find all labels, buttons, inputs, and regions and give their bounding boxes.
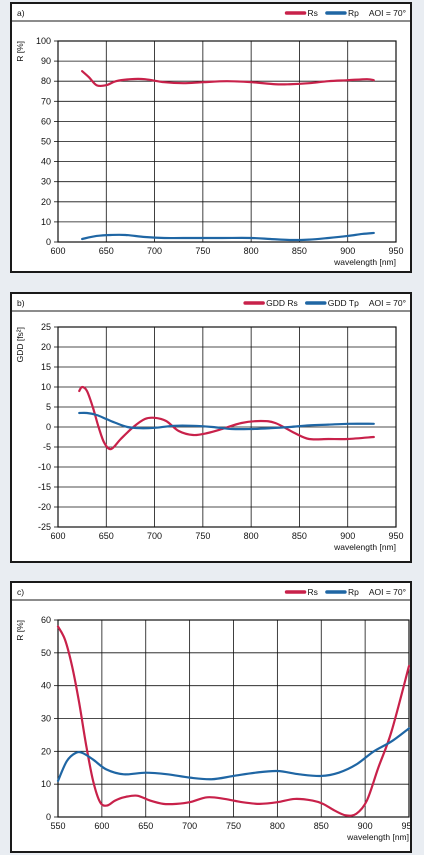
x-tick-label: 900 (340, 246, 355, 256)
y-tick-label: -20 (38, 502, 51, 512)
y-axis-label: GDD [fs²] (15, 327, 25, 362)
series-line-gdd-rs (78, 385, 375, 451)
x-tick-label: 750 (226, 821, 241, 831)
x-tick-label: 950 (401, 821, 410, 831)
y-axis-label: R [%] (15, 620, 25, 641)
x-tick-label: 650 (138, 821, 153, 831)
y-axis-label: R [%] (15, 41, 25, 62)
legend-label: GDD Rs (266, 298, 298, 308)
y-tick-label: 40 (41, 681, 51, 691)
y-tick-label: 60 (41, 116, 51, 126)
aoi-label: AOI = 70° (369, 298, 406, 308)
x-tick-label: 900 (340, 531, 355, 541)
x-tick-label: 950 (388, 246, 403, 256)
series-line-rp (56, 727, 410, 782)
chart-b-svg: b) AOI = 70° GDD Tp GDD Rs GDD [fs²] -25 -20 -1… (12, 298, 410, 552)
y-tick-label: 20 (41, 197, 51, 207)
x-tick-label: 700 (147, 531, 162, 541)
x-axis-label: wavelength [nm] (333, 542, 396, 552)
y-tick-label: 10 (41, 382, 51, 392)
y-tick-label: 20 (41, 342, 51, 352)
x-axis-label: wavelength [nm] (333, 257, 396, 267)
y-tick-label: -25 (38, 522, 51, 532)
x-tick-label: 650 (99, 246, 114, 256)
legend-label: Rp (348, 587, 359, 597)
panel-label: c) (17, 587, 24, 597)
y-tick-label: 80 (41, 76, 51, 86)
y-tick-label: -15 (38, 482, 51, 492)
x-tick-label: 750 (195, 246, 210, 256)
y-tick-label: 15 (41, 362, 51, 372)
legend-label: Rs (308, 8, 318, 18)
series-line-rs (81, 70, 375, 88)
y-tick-label: 25 (41, 322, 51, 332)
x-tick-label: 800 (244, 531, 259, 541)
x-tick-label: 600 (94, 821, 109, 831)
x-tick-label: 700 (147, 246, 162, 256)
plot-frame (57, 619, 410, 818)
y-tick-label: 5 (46, 402, 51, 412)
y-tick-label: 30 (41, 177, 51, 187)
y-tick-label: 0 (46, 422, 51, 432)
x-tick-label: 550 (50, 821, 65, 831)
series-line-rs (56, 625, 410, 817)
chart-panel-a: a) AOI = 70° Rp Rs R [%] 0 10 20 30 40 50 60 70 80 90 1… (10, 2, 412, 273)
panel-label: a) (17, 8, 25, 18)
y-tick-label: 40 (41, 157, 51, 167)
legend-label: Rs (308, 587, 318, 597)
y-tick-label: 10 (41, 779, 51, 789)
y-tick-label: 90 (41, 56, 51, 66)
x-tick-label: 600 (50, 246, 65, 256)
x-tick-label: 800 (270, 821, 285, 831)
chart-c-svg: c) AOI = 70° Rp Rs R [%] 0 10 20 30 40 50 60 550 600 6… (12, 587, 410, 842)
y-tick-label: 30 (41, 714, 51, 724)
x-tick-label: 700 (182, 821, 197, 831)
x-tick-label: 850 (292, 246, 307, 256)
x-axis-label: wavelength [nm] (346, 832, 409, 842)
y-tick-label: 0 (46, 812, 51, 822)
x-tick-label: 650 (99, 531, 114, 541)
y-tick-label: 20 (41, 746, 51, 756)
x-tick-label: 900 (358, 821, 373, 831)
panel-label: b) (17, 298, 25, 308)
x-tick-label: 800 (244, 246, 259, 256)
y-tick-label: 50 (41, 137, 51, 147)
chart-a-svg: a) AOI = 70° Rp Rs R [%] 0 10 20 30 40 50 60 70 80 90 1… (12, 8, 410, 267)
series-line-rp (81, 231, 375, 242)
legend-label: Rp (348, 8, 359, 18)
y-tick-label: 60 (41, 615, 51, 625)
y-tick-label: 0 (46, 237, 51, 247)
x-tick-label: 750 (195, 531, 210, 541)
series-line-gdd-tp (78, 411, 375, 431)
x-tick-label: 600 (50, 531, 65, 541)
x-tick-label: 850 (314, 821, 329, 831)
plot-frame (57, 326, 397, 528)
aoi-label: AOI = 70° (369, 8, 406, 18)
x-tick-label: 850 (292, 531, 307, 541)
y-tick-label: -5 (43, 442, 51, 452)
y-tick-label: -10 (38, 462, 51, 472)
plot-frame (57, 40, 397, 243)
legend-label: GDD Tp (328, 298, 359, 308)
y-tick-label: 70 (41, 96, 51, 106)
x-tick-label: 950 (388, 531, 403, 541)
aoi-label: AOI = 70° (369, 587, 406, 597)
chart-panel-b: b) AOI = 70° GDD Tp GDD Rs GDD [fs²] -25 -20 -1… (10, 292, 412, 563)
y-tick-label: 50 (41, 648, 51, 658)
y-tick-label: 10 (41, 217, 51, 227)
chart-panel-c: c) AOI = 70° Rp Rs R [%] 0 10 20 30 40 50 60 550 600 6… (10, 581, 412, 853)
y-tick-label: 100 (36, 36, 51, 46)
